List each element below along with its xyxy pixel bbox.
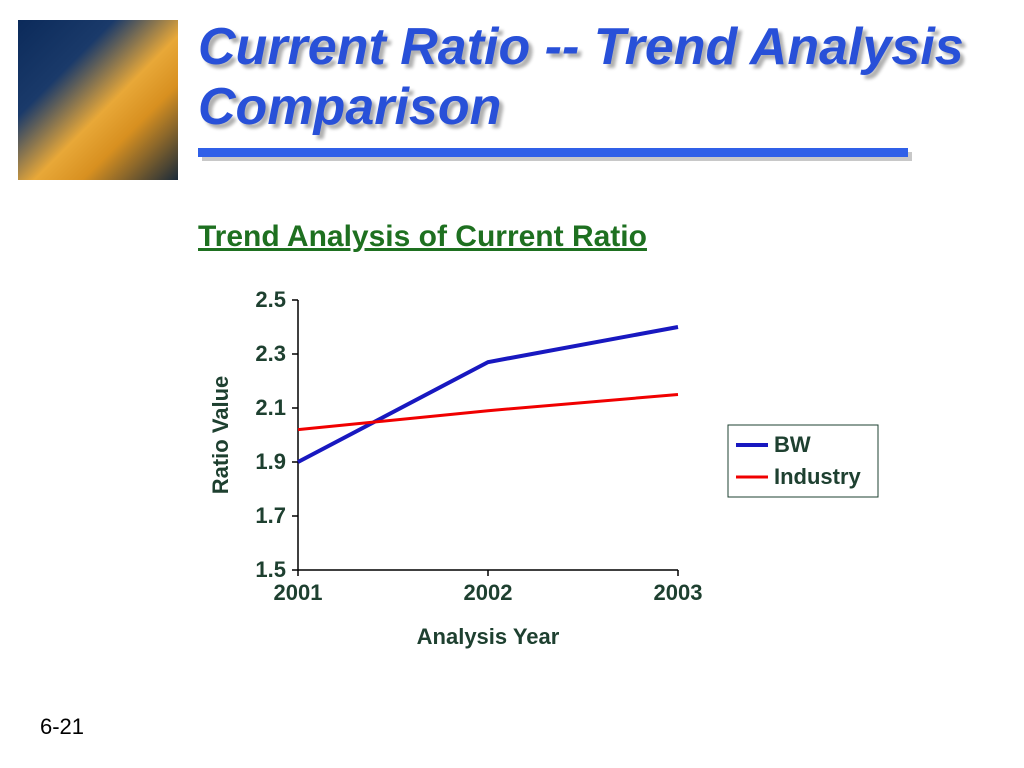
svg-text:Industry: Industry [774,464,862,489]
svg-text:2.5: 2.5 [255,290,286,312]
decorative-image [18,20,178,180]
title-underline [198,148,908,157]
chart-subtitle: Trend Analysis of Current Ratio [198,220,647,254]
svg-text:1.5: 1.5 [255,557,286,582]
svg-text:Ratio Value: Ratio Value [208,376,233,495]
chart-container: 1.5 1.7 1.9 2.1 2.3 2.5 2001 2002 2003 Ratio Valu… [198,290,898,670]
svg-text:2001: 2001 [274,580,323,605]
svg-text:Analysis Year: Analysis Year [417,624,560,649]
svg-text:1.9: 1.9 [255,449,286,474]
page-title: Current Ratio -- Trend Analysis Comparis… [198,18,968,138]
svg-text:1.7: 1.7 [255,503,286,528]
line-chart: 1.5 1.7 1.9 2.1 2.3 2.5 2001 2002 2003 Ratio Valu… [198,290,898,670]
slide-number: 6-21 [40,714,84,740]
svg-text:2003: 2003 [654,580,703,605]
svg-text:2.3: 2.3 [255,341,286,366]
svg-text:BW: BW [774,432,811,457]
svg-text:2.1: 2.1 [255,395,286,420]
svg-text:2002: 2002 [464,580,513,605]
